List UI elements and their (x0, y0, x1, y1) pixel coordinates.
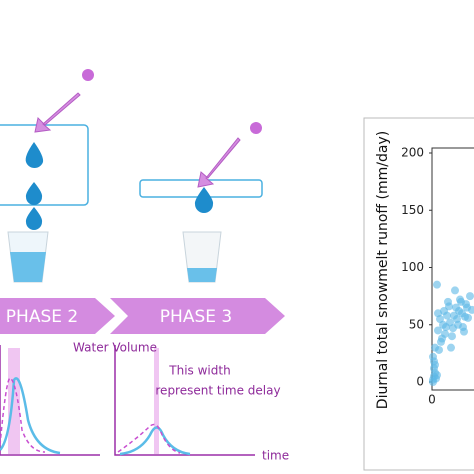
point (455, 307, 463, 316)
point (435, 345, 443, 354)
point (433, 371, 441, 380)
y-tick-label: 200 (401, 146, 424, 160)
point (457, 297, 465, 306)
sun (82, 69, 94, 81)
phase-arrow (0, 298, 115, 334)
sun-arrow (197, 137, 241, 188)
y-tick-label: 0 (416, 375, 424, 389)
point (443, 311, 451, 320)
axis-label: time (262, 449, 289, 463)
point (463, 303, 471, 312)
reservoir-box (0, 124, 89, 206)
y-tick-label: 100 (401, 260, 424, 274)
plot-frame (431, 147, 474, 391)
point (461, 312, 469, 321)
cup-water (187, 268, 217, 282)
point (459, 323, 467, 332)
point (445, 302, 453, 311)
y-tick-label: 50 (409, 317, 424, 331)
curve (119, 426, 191, 456)
point (441, 329, 449, 338)
axis (0, 345, 100, 456)
point (451, 286, 459, 295)
point (434, 326, 442, 335)
scatter-plot: 0 50 100 150 200 0 (401, 146, 474, 407)
sun (250, 122, 262, 134)
point (448, 332, 456, 341)
phase-label: PHASE 3 (160, 307, 232, 327)
phase-label: PHASE 2 (6, 307, 78, 327)
annotation: represent time delay (155, 384, 280, 398)
point (447, 343, 455, 352)
curve (117, 423, 181, 454)
point (453, 315, 461, 324)
curve (0, 377, 46, 453)
cup-water (10, 252, 46, 282)
time-band (8, 348, 20, 454)
sun-arrow (34, 92, 81, 133)
phase-arrow (110, 298, 285, 334)
point (433, 280, 441, 289)
axis (114, 345, 255, 456)
point (437, 337, 445, 346)
annotation: This width (168, 364, 230, 378)
curve (0, 377, 61, 455)
point (439, 320, 447, 329)
time-band (154, 348, 159, 454)
point (434, 309, 442, 318)
point (449, 324, 457, 333)
point (466, 292, 474, 301)
x-tick-label: 0 (428, 393, 436, 407)
panel-frame (363, 117, 474, 471)
y-axis-title: Diurnal total snowmelt runoff (mm/day) (375, 131, 391, 409)
diagram: PHASE 2 PHASE 3 Water Volume This width … (0, 69, 289, 463)
point (429, 352, 437, 361)
drops (25, 142, 214, 230)
y-tick-label: 150 (401, 203, 424, 217)
axis-label: Water Volume (73, 341, 157, 355)
